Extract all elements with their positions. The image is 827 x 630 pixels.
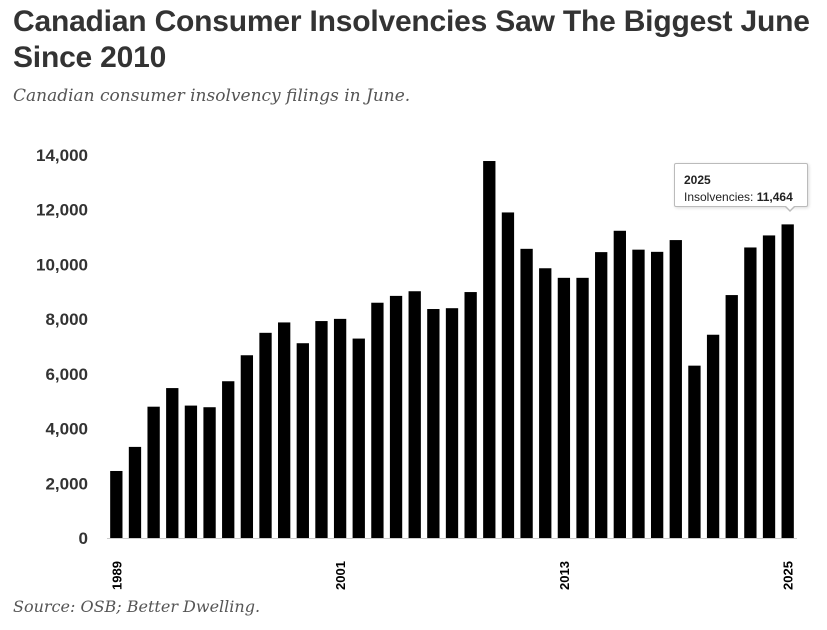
bar-1993[interactable] — [184, 405, 198, 538]
bar-2004[interactable] — [389, 295, 403, 538]
y-tick-label: 2,000 — [45, 474, 88, 493]
chart-subtitle: Canadian consumer insolvency filings in … — [13, 86, 411, 106]
bar-2021[interactable] — [706, 334, 720, 538]
y-tick-label: 0 — [79, 529, 88, 548]
bar-2009[interactable] — [483, 161, 496, 538]
bar-2016[interactable] — [613, 230, 626, 538]
source-note: Source: OSB; Better Dwelling. — [13, 597, 261, 616]
y-tick-label: 10,000 — [36, 255, 88, 274]
data-tooltip: 2025 Insolvencies: 11,464 — [674, 163, 808, 207]
y-tick-label: 8,000 — [45, 310, 88, 329]
y-tick-label: 12,000 — [36, 201, 88, 220]
tooltip-row: Insolvencies: 11,464 — [684, 189, 807, 206]
x-tick-label: 1989 — [109, 561, 124, 590]
bar-1991[interactable] — [147, 406, 160, 538]
bar-2022[interactable] — [725, 295, 738, 538]
bar-2018[interactable] — [650, 251, 664, 538]
bar-2019[interactable] — [669, 240, 682, 538]
bar-1992[interactable] — [166, 388, 179, 538]
bar-2010[interactable] — [501, 212, 515, 538]
bar-2015[interactable] — [595, 252, 608, 538]
y-tick-label: 6,000 — [45, 365, 88, 384]
bar-1990[interactable] — [128, 446, 142, 538]
bar-2003[interactable] — [371, 302, 384, 538]
bar-2006[interactable] — [427, 309, 440, 538]
y-axis: 0 2,000 4,000 6,000 8,000 10,000 12,000 14,000 — [36, 146, 88, 548]
bar-2011[interactable] — [520, 248, 533, 538]
bars — [107, 161, 797, 539]
bar-1989[interactable] — [110, 470, 123, 538]
bar-2012[interactable] — [539, 268, 552, 538]
tooltip-pointer-fill — [785, 205, 795, 210]
bar-2005[interactable] — [408, 291, 421, 538]
y-tick-label: 14,000 — [36, 146, 88, 165]
bar-1997[interactable] — [259, 332, 272, 538]
y-tick-label: 4,000 — [45, 420, 88, 439]
tooltip-year: 2025 — [684, 173, 711, 187]
bar-2002[interactable] — [352, 338, 365, 538]
x-tick-label: 2025 — [781, 561, 796, 590]
bar-1994[interactable] — [203, 407, 216, 538]
x-axis: 1989 2001 2013 2025 — [109, 561, 795, 590]
bar-2023[interactable] — [744, 247, 757, 538]
bar-2020[interactable] — [688, 365, 701, 538]
bar-2000[interactable] — [315, 321, 328, 538]
tooltip-label: Insolvencies: — [684, 190, 754, 204]
bar-2025[interactable] — [781, 224, 794, 538]
bar-2024[interactable] — [762, 235, 776, 538]
bar-2014[interactable] — [576, 277, 589, 538]
bar-2013[interactable] — [557, 277, 571, 538]
bar-1998[interactable] — [278, 322, 291, 538]
tooltip-value: 11,464 — [756, 190, 793, 204]
x-tick-label: 2001 — [333, 561, 348, 590]
bar-2007[interactable] — [445, 308, 459, 538]
bar-2008[interactable] — [464, 292, 477, 538]
x-tick-label: 2013 — [557, 561, 572, 590]
chart-title: Canadian Consumer Insolvencies Saw The B… — [13, 5, 810, 74]
bar-1999[interactable] — [296, 343, 309, 538]
bar-2001[interactable] — [333, 318, 347, 538]
bar-2017[interactable] — [632, 249, 645, 538]
bar-1996[interactable] — [240, 355, 254, 538]
bar-1995[interactable] — [222, 381, 235, 538]
